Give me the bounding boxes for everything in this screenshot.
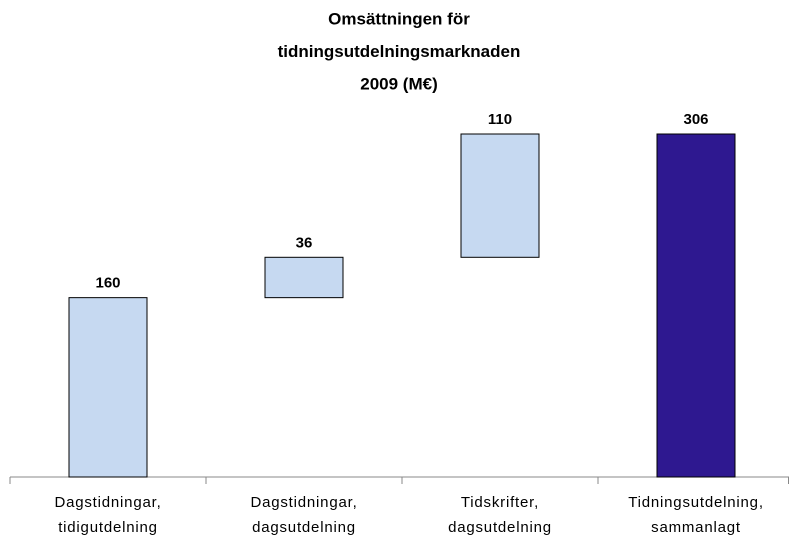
x-tick-label: dagsutdelning	[252, 519, 356, 536]
x-tick-label: sammanlagt	[651, 519, 741, 536]
x-tick-label: dagsutdelning	[448, 519, 552, 536]
value-label: 110	[488, 111, 512, 128]
value-label: 160	[95, 275, 120, 292]
chart-title: tidningsutdelningsmarknaden	[278, 42, 521, 61]
bar	[460, 133, 540, 258]
x-tick-label: Tidskrifter,	[461, 494, 539, 511]
x-tick-label: Dagstidningar,	[250, 494, 357, 511]
bar	[68, 297, 148, 478]
x-tick-label: Dagstidningar,	[54, 494, 161, 511]
chart-title: 2009 (M€)	[360, 74, 437, 93]
value-label: 36	[296, 234, 313, 251]
x-tick-label: tidigutdelning	[58, 519, 158, 536]
value-label: 306	[683, 111, 708, 128]
x-tick-label: Tidningsutdelning,	[628, 494, 764, 511]
bar	[656, 133, 736, 478]
chart-title: Omsättningen för	[328, 9, 470, 28]
bar	[264, 256, 344, 299]
